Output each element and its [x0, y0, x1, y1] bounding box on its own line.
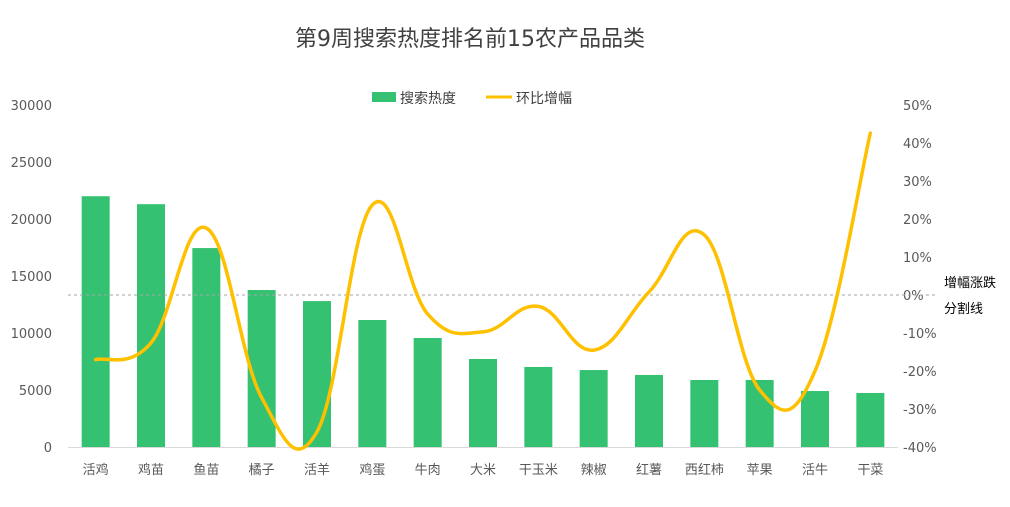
legend-bar-label: 搜索热度 [400, 90, 456, 107]
bar-活羊 [303, 301, 331, 447]
chart-title: 第9周搜索热度排名前15农产品品类 [295, 27, 645, 52]
bar-红薯 [635, 374, 663, 447]
legend: 搜索热度 环比增幅 [372, 90, 572, 107]
bar-鸡蛋 [358, 320, 387, 447]
x-axis-label: 橘子 [249, 462, 275, 478]
right-axis-tick-label: -20% [903, 365, 937, 380]
bar-辣椒 [579, 370, 608, 447]
left-axis-tick-label: 15000 [11, 270, 52, 285]
right-axis-tick-label: 20% [903, 213, 932, 228]
bar-牛肉 [413, 338, 442, 447]
legend-line-label: 环比增幅 [516, 91, 572, 107]
bar-干玉米 [524, 366, 553, 447]
x-axis-label: 鱼苗 [193, 462, 219, 478]
left-axis-tick-label: 20000 [11, 213, 52, 228]
left-axis-tick-label: 5000 [19, 384, 52, 399]
left-axis-tick-label: 0 [44, 441, 52, 456]
right-axis-tick-label: -40% [903, 441, 937, 456]
bar-鱼苗 [192, 248, 221, 447]
right-axis-tick-label: 30% [903, 175, 932, 190]
growth-rate-line [93, 131, 873, 451]
bar-大米 [469, 358, 497, 447]
bar-活鸡 [81, 196, 110, 447]
right-axis-tick-label: -30% [903, 403, 937, 418]
x-axis-label: 大米 [470, 463, 496, 478]
right-axis-tick-label: 40% [903, 137, 932, 152]
x-axis-label: 鸡苗 [138, 462, 164, 478]
reference-line-label-1: 增幅涨跌 [944, 275, 996, 291]
right-axis-tick-label: 10% [903, 251, 932, 266]
bar-西红柿 [690, 379, 719, 447]
right-axis-tick-label: 0% [903, 289, 924, 304]
right-axis-tick-label: 50% [903, 99, 932, 114]
x-axis-label: 干菜 [857, 463, 883, 478]
legend-bar-swatch [372, 92, 396, 102]
bar-橘子 [247, 290, 276, 447]
x-axis-label: 苹果 [747, 463, 773, 478]
bar-活牛 [801, 391, 829, 447]
x-axis-label: 干玉米 [519, 463, 558, 478]
x-axis-label: 活鸡 [83, 462, 109, 478]
x-axis-label: 活牛 [802, 463, 828, 478]
x-axis-label: 活羊 [304, 462, 330, 478]
left-axis-tick-label: 30000 [11, 99, 52, 114]
x-axis-label: 红薯 [636, 462, 662, 478]
x-axis-label: 鸡蛋 [359, 462, 385, 478]
x-axis-label: 西红柿 [685, 462, 724, 478]
x-axis-label: 辣椒 [581, 463, 607, 478]
x-axis-label: 牛肉 [415, 463, 441, 478]
left-axis-tick-label: 25000 [11, 156, 52, 171]
left-axis-tick-label: 10000 [11, 327, 52, 342]
reference-line-label-2: 分割线 [944, 301, 983, 317]
right-axis-tick-label: -10% [903, 327, 937, 342]
bar-干菜 [856, 392, 885, 447]
